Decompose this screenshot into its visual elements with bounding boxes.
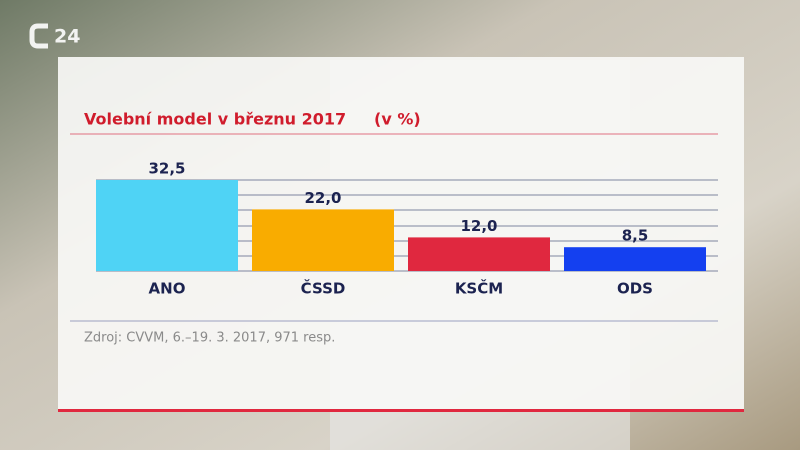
chart-title: Volební model v březnu 2017 xyxy=(84,110,346,129)
bar xyxy=(564,247,706,271)
panel-border xyxy=(58,409,744,412)
bar xyxy=(252,209,394,271)
bar xyxy=(408,237,550,271)
logo-mark xyxy=(29,23,48,49)
bar xyxy=(96,180,238,271)
plot: 32,5 ANO 22,0 ČSSD 12,0 KSČM 8,5 ODS xyxy=(96,160,706,298)
value-label: 22,0 xyxy=(304,189,341,207)
category-label: ANO xyxy=(149,280,186,298)
category-label: KSČM xyxy=(455,279,503,298)
source-note: Zdroj: CVVM, 6.–19. 3. 2017, 971 resp. xyxy=(84,331,335,346)
category-label: ODS xyxy=(617,280,653,298)
logo-text: 24 xyxy=(54,26,80,48)
value-label: 12,0 xyxy=(460,217,497,235)
chart-subtitle: (v %) xyxy=(374,110,421,129)
channel-logo: 24 xyxy=(29,23,80,49)
value-label: 8,5 xyxy=(622,227,649,245)
value-label: 32,5 xyxy=(148,160,185,178)
category-label: ČSSD xyxy=(301,279,346,298)
